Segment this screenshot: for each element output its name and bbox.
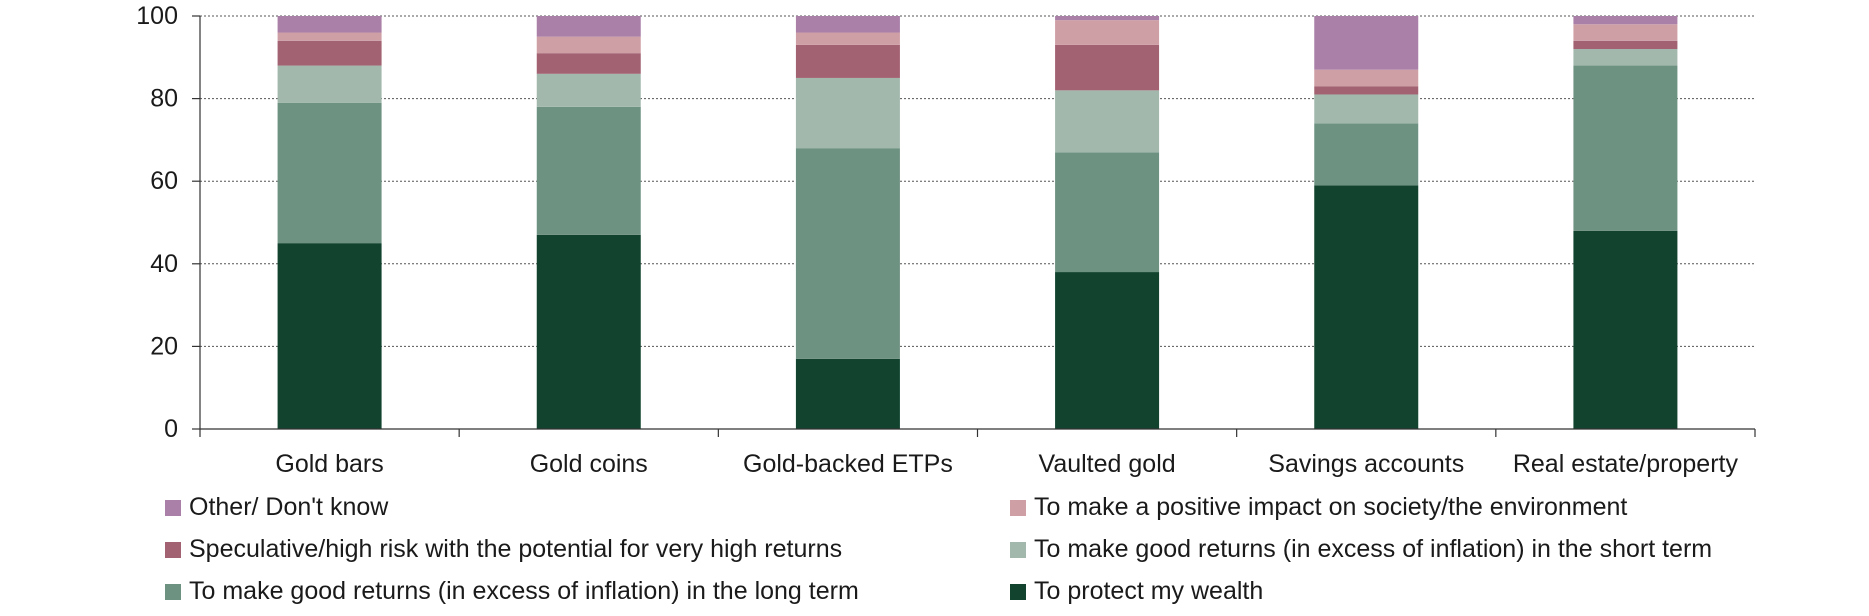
- bar-segment: [536, 16, 641, 37]
- bar-segment: [277, 40, 382, 66]
- bar-segment: [1314, 69, 1419, 87]
- y-tick-label: 100: [136, 2, 178, 30]
- legend-label: Speculative/high risk with the potential…: [189, 535, 843, 563]
- y-tick-label: 40: [150, 250, 178, 278]
- stacked-bar-chart: 0 20 40 60 80 100 Gold bars Gold coins Gold-bac…: [136, 2, 1756, 478]
- axes: [192, 15, 1756, 437]
- x-tick-label: Vaulted gold: [1039, 450, 1176, 478]
- bar-segment: [795, 148, 900, 359]
- legend-label: Other/ Don't know: [189, 493, 389, 521]
- legend-label: To make good returns (in excess of infla…: [189, 577, 859, 605]
- legend-label: To make a positive impact on society/the…: [1034, 493, 1628, 521]
- bar-segment: [1573, 65, 1678, 231]
- bar-segment: [1314, 86, 1419, 95]
- bar-segment: [536, 73, 641, 107]
- x-tick-labels: Gold bars Gold coins Gold-backed ETPs Vault…: [275, 450, 1738, 478]
- bar-segment: [1573, 49, 1678, 66]
- legend-label: To make good returns (in excess of infla…: [1034, 535, 1713, 563]
- bar-segment: [536, 234, 641, 429]
- bar-segment: [1055, 272, 1160, 429]
- bar-segment: [277, 102, 382, 244]
- bar-group: [277, 16, 382, 429]
- bar-group: [536, 16, 641, 429]
- bar-segment: [536, 106, 641, 235]
- legend-swatch: [165, 541, 181, 558]
- bar-segment: [1573, 24, 1678, 41]
- bar-segment: [1055, 90, 1160, 153]
- y-tick-label: 60: [150, 167, 178, 195]
- bar-group: [1055, 16, 1160, 429]
- bar-segment: [795, 77, 900, 149]
- x-tick-label: Savings accounts: [1268, 450, 1464, 478]
- bar-segment: [277, 32, 382, 41]
- legend-swatch: [165, 583, 181, 600]
- bar-segment: [795, 44, 900, 78]
- bar-groups: [277, 16, 1678, 429]
- bar-segment: [795, 32, 900, 45]
- legend-item: To make good returns (in excess of infla…: [165, 577, 859, 606]
- bar-group: [1314, 16, 1419, 429]
- bar-segment: [1573, 40, 1678, 50]
- legend-swatch: [165, 499, 181, 516]
- bar-group: [1573, 16, 1678, 429]
- y-tick-labels: 0 20 40 60 80 100: [136, 2, 178, 443]
- bar-segment: [1055, 20, 1160, 45]
- legend-item: To make good returns (in excess of infla…: [1010, 535, 1712, 564]
- legend-swatch: [1010, 499, 1026, 516]
- x-tick-label: Gold-backed ETPs: [743, 450, 953, 478]
- bar-segment: [277, 65, 382, 103]
- x-tick-label: Gold coins: [530, 450, 648, 478]
- bar-segment: [536, 53, 641, 74]
- bar-segment: [1573, 230, 1678, 429]
- legend-item: Other/ Don't know: [165, 493, 388, 522]
- bar-group: [795, 16, 900, 429]
- bar-segment: [1055, 152, 1160, 273]
- bar-segment: [1314, 94, 1419, 124]
- legend-item: To protect my wealth: [1010, 577, 1263, 606]
- bar-segment: [1314, 123, 1419, 186]
- bar-segment: [277, 16, 382, 33]
- bar-segment: [1055, 44, 1160, 91]
- bar-segment: [1314, 185, 1419, 429]
- y-tick-label: 20: [150, 332, 178, 360]
- gridlines: [200, 15, 1755, 347]
- x-tick-label: Gold bars: [275, 450, 383, 478]
- bar-segment: [1055, 16, 1160, 21]
- bar-segment: [795, 16, 900, 33]
- bar-segment: [277, 243, 382, 429]
- legend-item: To make a positive impact on society/the…: [1010, 493, 1627, 522]
- x-tick-label: Real estate/property: [1513, 450, 1739, 478]
- y-tick-label: 0: [164, 415, 178, 443]
- legend-swatch: [1010, 541, 1026, 558]
- bar-segment: [795, 358, 900, 429]
- legend-item: Speculative/high risk with the potential…: [165, 535, 842, 564]
- y-tick-label: 80: [150, 85, 178, 113]
- bar-segment: [1573, 16, 1678, 25]
- bar-segment: [1314, 16, 1419, 70]
- legend-swatch: [1010, 583, 1026, 600]
- legend-label: To protect my wealth: [1034, 577, 1264, 605]
- bar-segment: [536, 36, 641, 54]
